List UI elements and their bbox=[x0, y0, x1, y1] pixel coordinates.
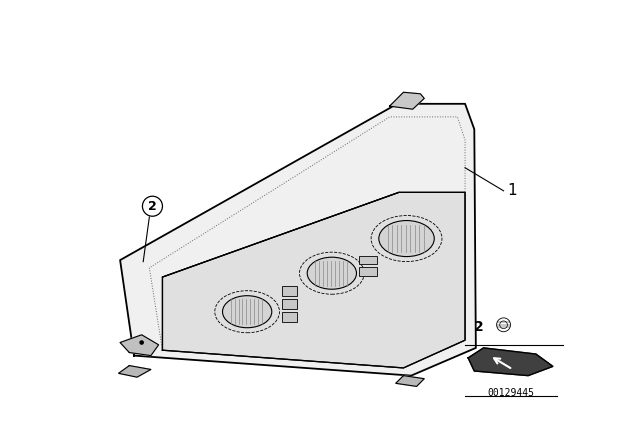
Text: 1: 1 bbox=[508, 183, 517, 198]
Polygon shape bbox=[163, 192, 465, 368]
Bar bbox=[282, 313, 297, 322]
Circle shape bbox=[497, 318, 511, 332]
Polygon shape bbox=[120, 104, 476, 375]
Polygon shape bbox=[396, 375, 424, 386]
Polygon shape bbox=[468, 348, 553, 375]
Ellipse shape bbox=[379, 220, 435, 257]
Circle shape bbox=[500, 321, 508, 329]
Polygon shape bbox=[118, 366, 151, 377]
Circle shape bbox=[140, 340, 144, 345]
Text: 00129445: 00129445 bbox=[488, 388, 535, 397]
Bar bbox=[359, 267, 378, 276]
Ellipse shape bbox=[223, 296, 272, 328]
Polygon shape bbox=[390, 92, 424, 109]
Bar bbox=[282, 286, 297, 296]
Text: 2: 2 bbox=[474, 320, 484, 334]
Ellipse shape bbox=[307, 257, 356, 289]
Bar bbox=[282, 299, 297, 309]
Polygon shape bbox=[120, 335, 159, 356]
Circle shape bbox=[143, 196, 163, 216]
Text: 2: 2 bbox=[148, 200, 157, 213]
Bar bbox=[359, 256, 378, 264]
